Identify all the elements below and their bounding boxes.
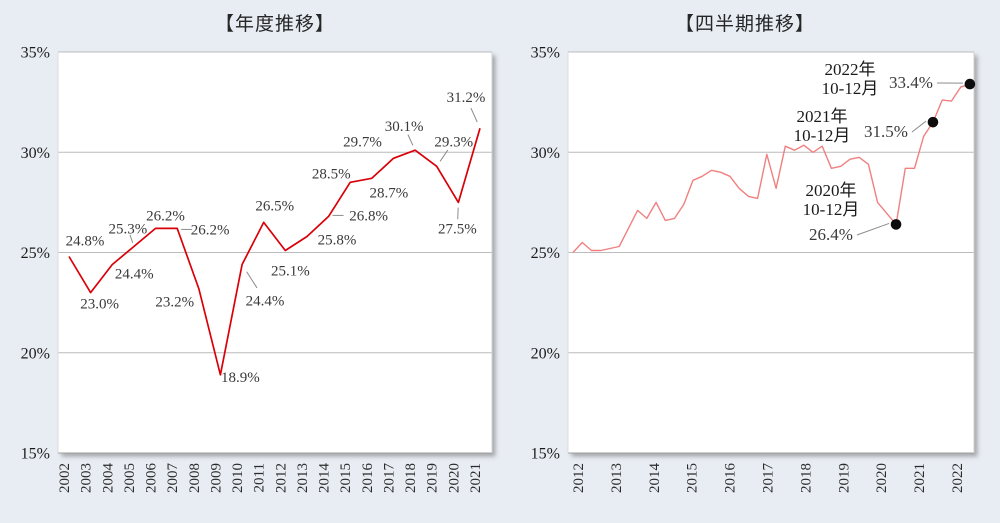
data-label: 26.8% <box>349 208 388 224</box>
data-label: 29.7% <box>343 134 382 150</box>
quarterly-chart-title: 【四半期推移】 <box>674 14 815 35</box>
data-label: 30.1% <box>385 119 424 135</box>
x-axis-tick-label: 2014 <box>647 463 663 494</box>
quarter-marker-dot <box>890 219 902 230</box>
annual-chart-title: 【年度推移】 <box>214 14 335 35</box>
data-label: 26.5% <box>255 198 294 214</box>
quarterly-trend-line <box>572 83 971 253</box>
data-label: 24.4% <box>115 267 154 283</box>
annotation-value-label: 26.4% <box>809 225 853 244</box>
y-axis-tick-label: 25% <box>21 245 50 262</box>
data-label: 25.1% <box>271 263 310 279</box>
x-axis-tick-label: 2005 <box>122 463 138 493</box>
x-axis-tick-label: 2012 <box>571 463 587 493</box>
y-axis-tick-label: 30% <box>531 145 560 162</box>
x-axis-tick-label: 2002 <box>57 463 73 493</box>
annotation-leader-line <box>856 222 890 236</box>
x-axis-tick-label: 2014 <box>317 463 333 494</box>
annual-chart-plot: 35% 30% 25% 20% 15% 2002 2003 2004 2005 2006 2007 2… <box>21 45 493 494</box>
x-axis-tick-label: 2012 <box>273 463 289 493</box>
x-axis-tick-label: 2018 <box>403 463 419 493</box>
x-axis-tick-label: 2015 <box>685 463 701 493</box>
data-label: 28.7% <box>369 185 408 201</box>
data-label: 26.2% <box>146 208 185 224</box>
x-axis-tick-label: 2017 <box>381 463 397 494</box>
data-label: 24.8% <box>66 234 105 250</box>
annotation-period-label: 2021年 10-12月 <box>794 107 851 145</box>
data-label: 26.2% <box>191 222 230 238</box>
x-axis-tick-label: 2011 <box>252 463 268 492</box>
data-label: 25.3% <box>109 221 148 237</box>
data-label: 24.4% <box>246 294 285 310</box>
x-axis-tick-label: 2006 <box>144 463 160 494</box>
quarterly-trend-chart: 【四半期推移】 35% 30% 25% 20% 15% 2012 2013 2014 2015 2… <box>500 0 1000 523</box>
x-axis-tick-label: 2017 <box>761 463 777 494</box>
x-axis-tick-label: 2021 <box>912 463 928 493</box>
label-leader-line <box>407 134 414 146</box>
data-label: 29.3% <box>434 134 473 150</box>
y-axis-tick-label: 20% <box>21 345 50 362</box>
data-label: 31.2% <box>447 90 486 106</box>
x-axis-tick-label: 2003 <box>79 463 95 493</box>
annotation-period-label: 2020年 10-12月 <box>803 181 860 219</box>
x-axis-tick-label: 2009 <box>208 463 224 493</box>
x-axis-tick-label: 2013 <box>295 463 311 493</box>
x-axis-tick-label: 2015 <box>338 463 354 493</box>
data-label: 27.5% <box>438 221 477 237</box>
data-label: 23.2% <box>155 295 194 311</box>
quarter-marker-dot <box>927 116 939 128</box>
label-leader-line <box>470 107 478 123</box>
x-axis-tick-label: 2010 <box>230 463 246 493</box>
y-axis-tick-label: 25% <box>531 245 560 262</box>
annotation-value-label: 31.5% <box>864 122 908 141</box>
data-label: 28.5% <box>312 166 351 182</box>
x-axis-tick-label: 2021 <box>468 463 484 493</box>
x-axis-tick-label: 2020 <box>874 463 890 493</box>
annual-trend-chart: 【年度推移】 35% 30% 25% 20% 15% 2002 2003 2004 2005 20… <box>21 14 493 494</box>
data-label: 18.9% <box>221 370 260 386</box>
x-axis-tick-label: 2007 <box>165 463 181 494</box>
annotation-value-label: 33.4% <box>889 73 933 92</box>
x-axis-tick-label: 2008 <box>187 463 203 493</box>
y-axis-tick-label: 35% <box>531 45 560 62</box>
y-axis-tick-label: 35% <box>21 45 50 62</box>
quarter-marker-dot <box>964 78 976 90</box>
label-leader-line <box>129 234 134 244</box>
x-axis-tick-label: 2019 <box>836 463 852 493</box>
annotation-period-label: 2022年 10-12月 <box>822 60 879 98</box>
annual-trend-line <box>68 127 481 376</box>
y-axis-tick-label: 15% <box>531 446 560 463</box>
y-axis-tick-label: 30% <box>21 145 50 162</box>
data-label: 25.8% <box>318 232 357 248</box>
x-axis-tick-label: 2018 <box>798 463 814 493</box>
y-axis-tick-label: 20% <box>531 345 560 362</box>
data-label: 23.0% <box>80 297 119 313</box>
quarterly-chart-plot: 35% 30% 25% 20% 15% 2012 2013 2014 2015 2016 2017 2… <box>531 45 976 494</box>
x-axis-tick-label: 2016 <box>723 463 739 494</box>
x-axis-tick-label: 2013 <box>609 463 625 493</box>
x-axis-tick-label: 2022 <box>950 463 966 493</box>
x-axis-tick-label: 2004 <box>100 463 116 494</box>
label-leader-line <box>439 149 449 162</box>
x-axis-tick-label: 2020 <box>446 463 462 493</box>
x-axis-tick-label: 2019 <box>425 463 441 493</box>
label-leader-line <box>246 271 258 289</box>
annotation-leader-line <box>911 120 927 133</box>
y-axis-tick-label: 15% <box>21 446 50 463</box>
x-axis-tick-label: 2016 <box>360 463 376 494</box>
